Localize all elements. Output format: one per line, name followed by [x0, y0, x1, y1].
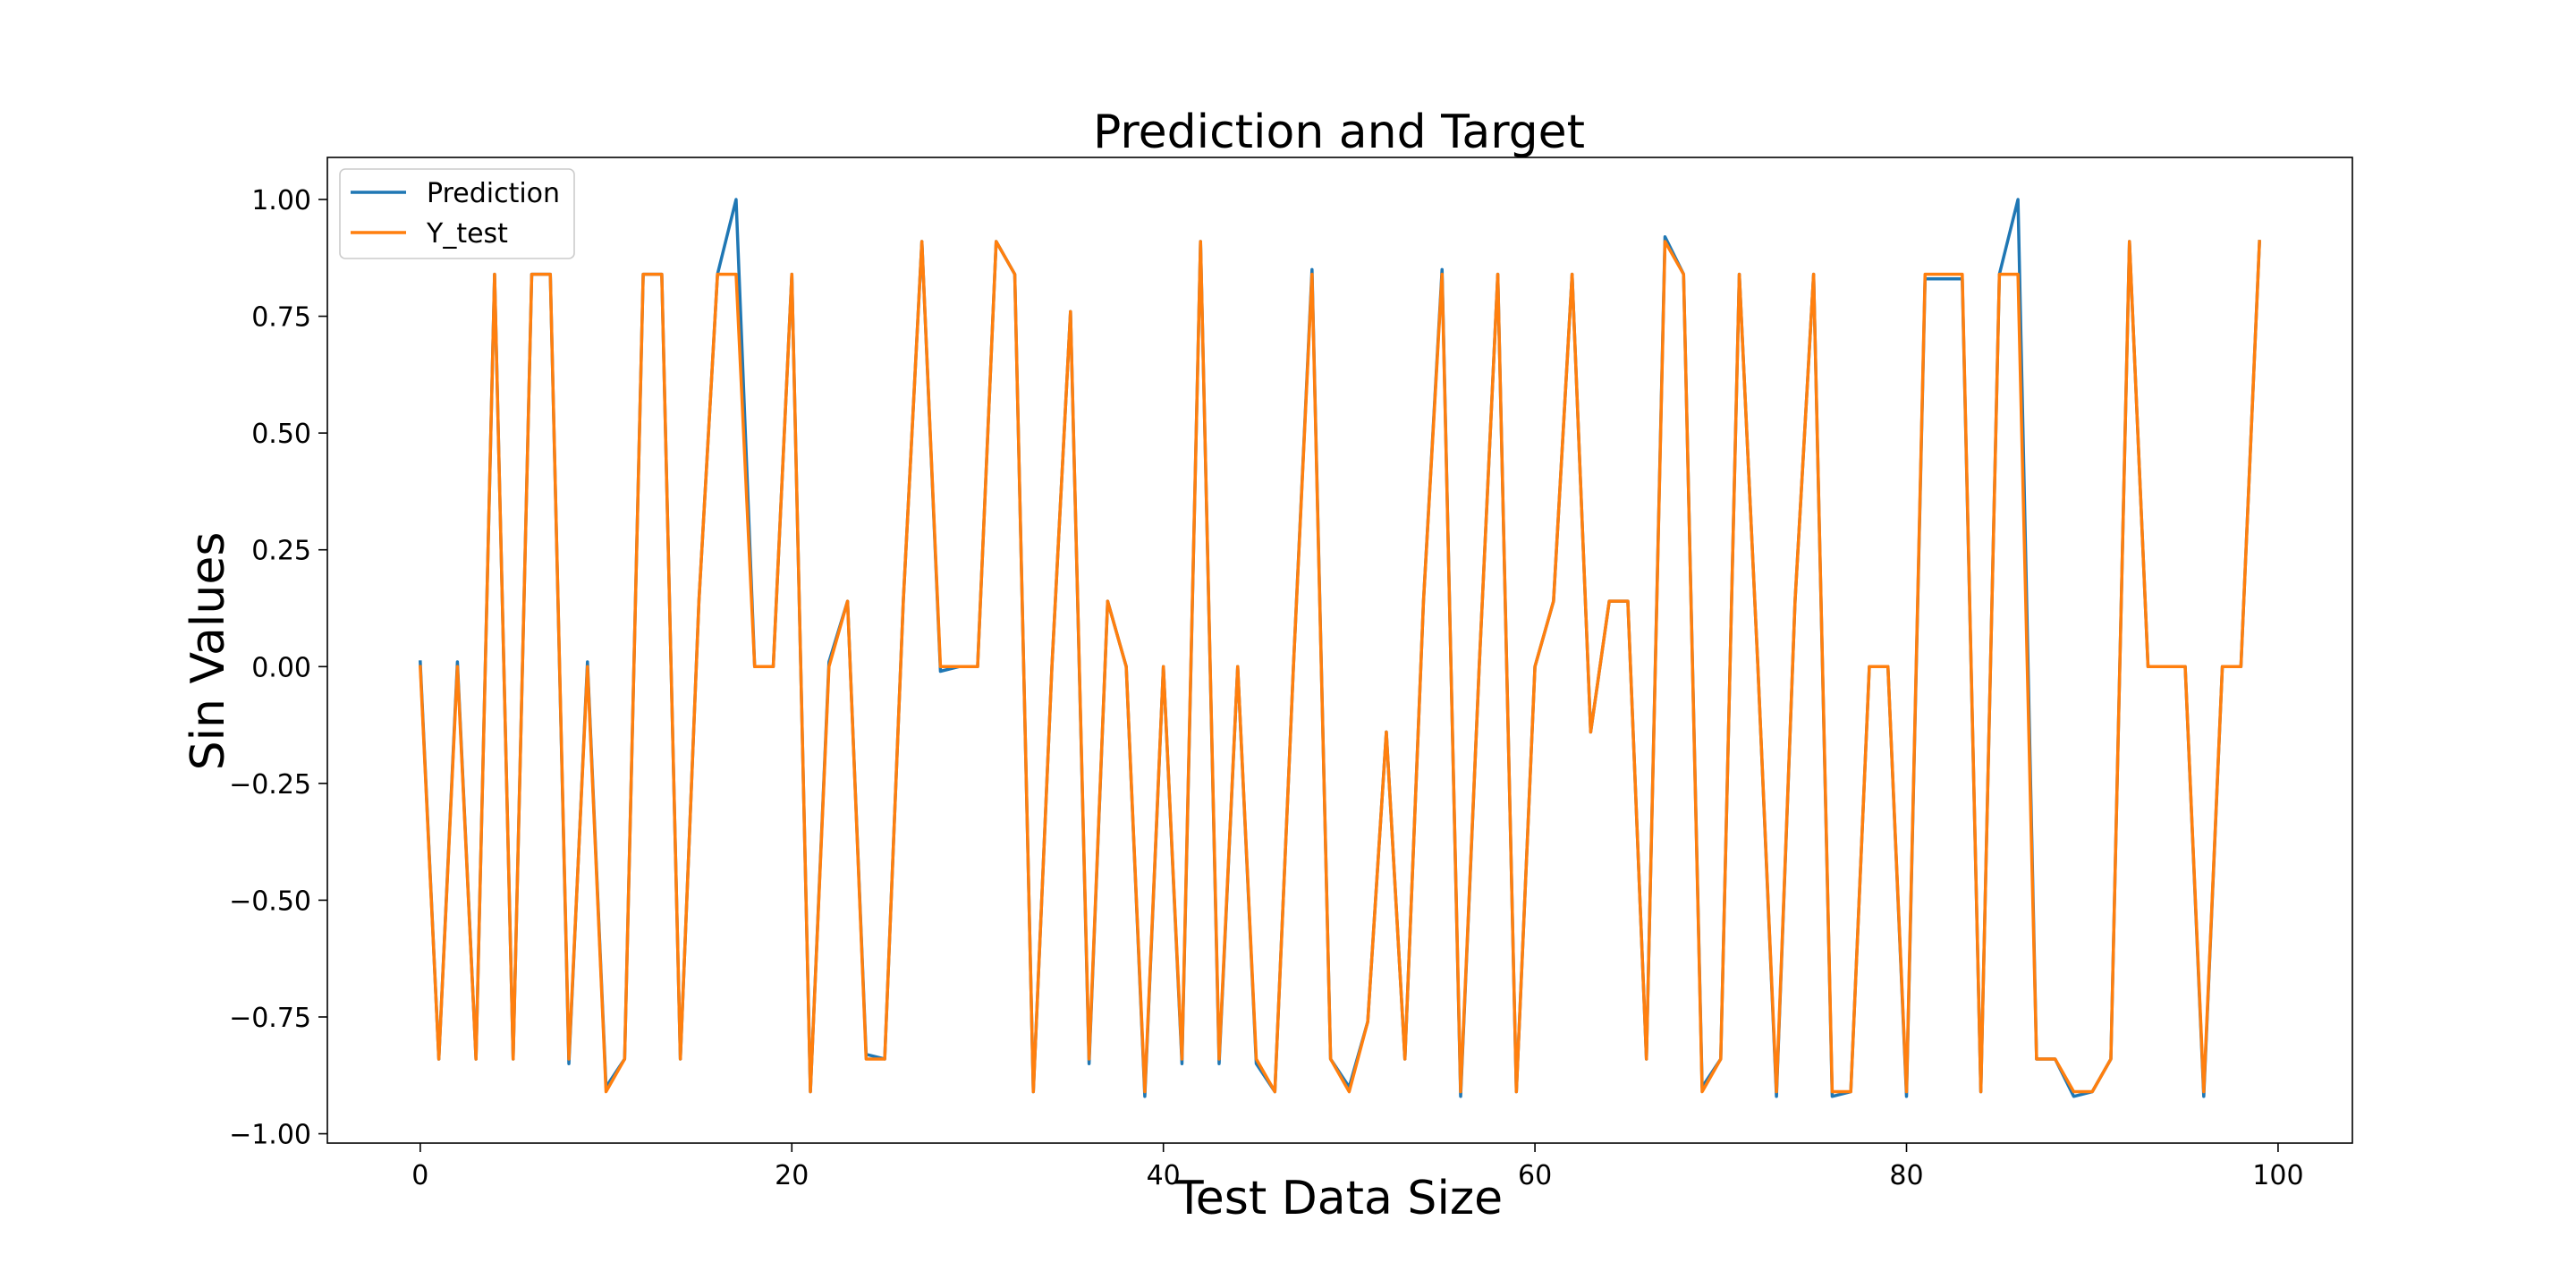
ticks-layer: 0 20 40 60 80 100 −1.00 −0.75 −0.50 −0.25 0.00 0.25…: [229, 185, 2303, 1191]
series-line-y-test: [419, 240, 2261, 1094]
legend-label-y-test: Y_test: [426, 218, 508, 250]
y-tick-label: −0.50: [229, 886, 311, 917]
y-tick-label: −0.25: [229, 769, 311, 801]
x-tick-label: 60: [1518, 1160, 1552, 1191]
y-tick-label: 0.50: [251, 419, 311, 450]
x-tick-label: 20: [775, 1160, 809, 1191]
y-tick-label: 0.00: [251, 652, 311, 683]
x-axis-title: Test Data Size: [1174, 1172, 1503, 1225]
plot-area: [326, 157, 2353, 1144]
series-layer: [419, 198, 2261, 1098]
x-tick-label: 0: [411, 1160, 428, 1191]
y-tick-label: −0.75: [229, 1003, 311, 1034]
chart-title: Prediction and Target: [1093, 106, 1585, 159]
x-tick-label: 40: [1147, 1160, 1181, 1191]
y-tick-label: 0.25: [251, 536, 311, 567]
x-tick-label: 100: [2252, 1160, 2303, 1191]
y-tick-label: −1.00: [229, 1120, 311, 1151]
y-axis-title: Sin Values: [182, 532, 235, 771]
y-tick-label: 0.75: [251, 302, 311, 334]
legend: Prediction Y_test: [339, 168, 575, 259]
legend-label-prediction: Prediction: [427, 178, 560, 209]
y-tick-label: 1.00: [251, 185, 311, 216]
x-tick-label: 80: [1889, 1160, 1923, 1191]
